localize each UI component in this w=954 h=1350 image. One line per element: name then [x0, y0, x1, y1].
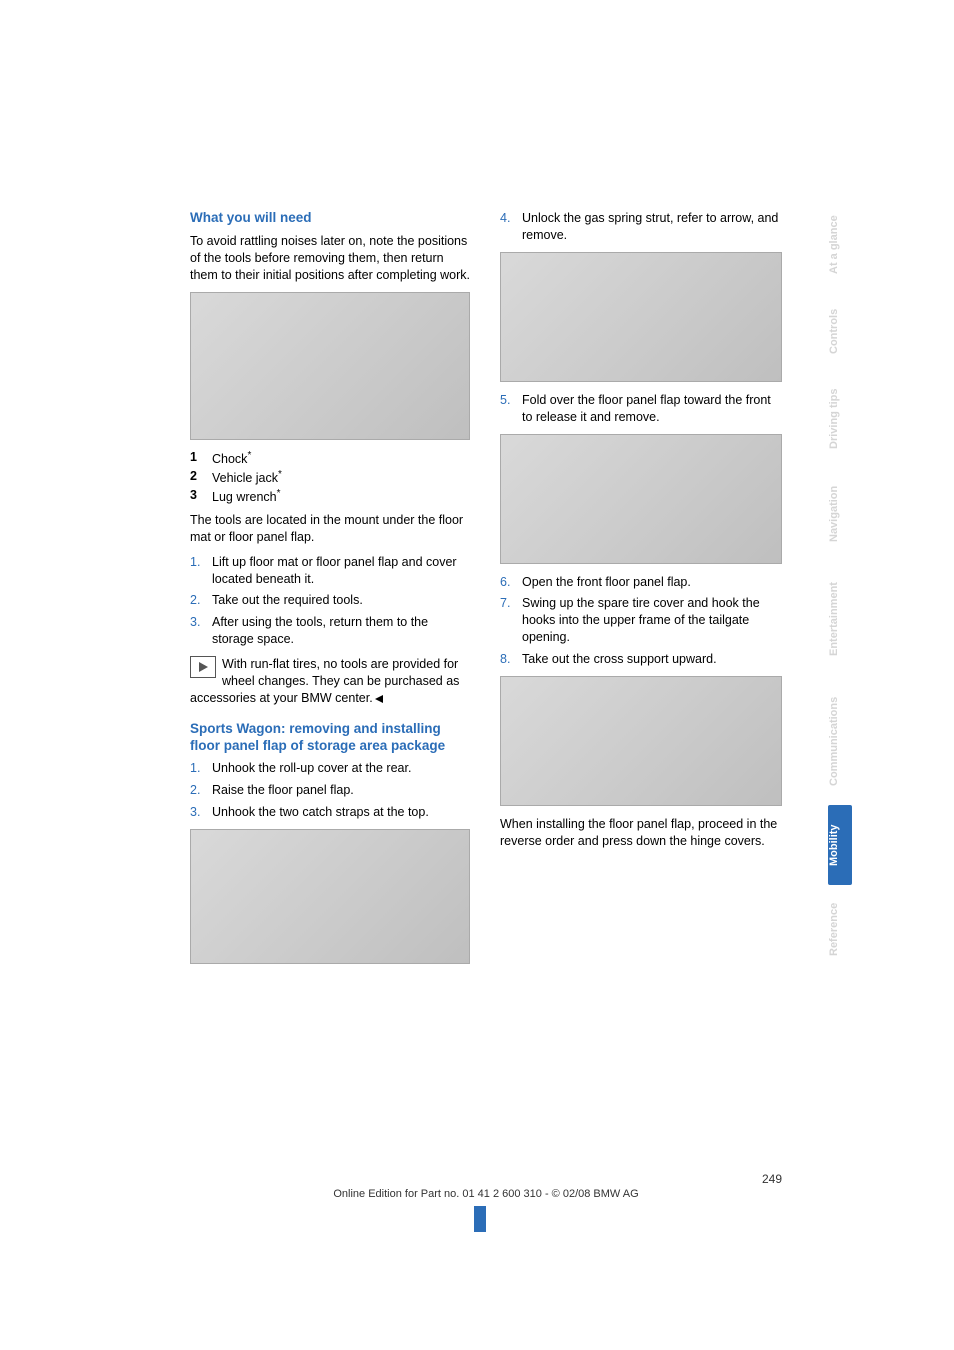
trunk-straps-image — [190, 829, 470, 964]
step-text: Take out the cross support upward. — [522, 651, 782, 668]
list-item: 2. Take out the required tools. — [190, 592, 470, 609]
legend-label: Lug wrench* — [212, 488, 470, 504]
right-column: 4. Unlock the gas spring strut, refer to… — [500, 210, 782, 974]
list-item: 3. After using the tools, return them to… — [190, 614, 470, 648]
intro-paragraph: To avoid rattling noises later on, note … — [190, 233, 470, 284]
list-item: 7. Swing up the spare tire cover and hoo… — [500, 595, 782, 646]
step-number: 3. — [190, 804, 212, 821]
step-number: 1. — [190, 760, 212, 777]
step-text: Unhook the roll-up cover at the rear. — [212, 760, 470, 777]
asterisk-icon: * — [278, 469, 282, 480]
steps-list-right: 5. Fold over the floor panel flap toward… — [500, 392, 782, 426]
step-text: Raise the floor panel flap. — [212, 782, 470, 799]
step-text: Fold over the floor panel flap toward th… — [522, 392, 782, 426]
step-text: Take out the required tools. — [212, 592, 470, 609]
note-runflat: With run-flat tires, no tools are provid… — [190, 656, 470, 707]
step-text: After using the tools, return them to th… — [212, 614, 470, 648]
left-column: What you will need To avoid rattling noi… — [190, 210, 470, 974]
content-columns: What you will need To avoid rattling noi… — [190, 210, 914, 974]
triangle-icon — [199, 662, 208, 672]
list-item: 8. Take out the cross support upward. — [500, 651, 782, 668]
note-icon — [190, 656, 216, 678]
section-tabs: At a glance Controls Driving tips Naviga… — [828, 200, 852, 973]
list-item: 1. Lift up floor mat or floor panel flap… — [190, 554, 470, 588]
footer-accent-bar — [474, 1206, 486, 1232]
heading-what-you-will-need: What you will need — [190, 210, 470, 227]
step-text: Open the front floor panel flap. — [522, 574, 782, 591]
legend-row: 2 Vehicle jack* — [190, 469, 470, 485]
legend-label: Vehicle jack* — [212, 469, 470, 485]
step-number: 3. — [190, 614, 212, 648]
step-number: 2. — [190, 592, 212, 609]
step-number: 7. — [500, 595, 522, 646]
legend-text: Chock — [212, 452, 247, 466]
tools-location-text: The tools are located in the mount under… — [190, 512, 470, 546]
page-number: 249 — [190, 1172, 782, 1186]
step-number: 1. — [190, 554, 212, 588]
legend-label: Chock* — [212, 450, 470, 466]
steps-list-1: 1. Lift up floor mat or floor panel flap… — [190, 554, 470, 648]
legend-text: Vehicle jack — [212, 471, 278, 485]
steps-list-2: 1. Unhook the roll-up cover at the rear.… — [190, 760, 470, 821]
footer-edition-line: Online Edition for Part no. 01 41 2 600 … — [333, 1188, 638, 1200]
page-footer: 249 Online Edition for Part no. 01 41 2 … — [190, 1172, 782, 1200]
list-item: 5. Fold over the floor panel flap toward… — [500, 392, 782, 426]
tab-mobility[interactable]: Mobility — [828, 805, 852, 885]
end-mark-icon — [375, 695, 383, 703]
steps-list-right: 6. Open the front floor panel flap. 7. S… — [500, 574, 782, 668]
list-item: 3. Unhook the two catch straps at the to… — [190, 804, 470, 821]
tab-navigation[interactable]: Navigation — [828, 466, 852, 562]
legend-row: 1 Chock* — [190, 450, 470, 466]
steps-list-right: 4. Unlock the gas spring strut, refer to… — [500, 210, 782, 244]
tab-at-a-glance[interactable]: At a glance — [828, 200, 852, 290]
gas-spring-strut-image — [500, 252, 782, 382]
tab-controls[interactable]: Controls — [828, 290, 852, 372]
tab-communications[interactable]: Communications — [828, 677, 852, 805]
list-item: 2. Raise the floor panel flap. — [190, 782, 470, 799]
legend-num: 2 — [190, 469, 212, 485]
step-text: Unhook the two catch straps at the top. — [212, 804, 470, 821]
tab-driving-tips[interactable]: Driving tips — [828, 372, 852, 466]
step-number: 5. — [500, 392, 522, 426]
list-item: 4. Unlock the gas spring strut, refer to… — [500, 210, 782, 244]
step-number: 2. — [190, 782, 212, 799]
page: What you will need To avoid rattling noi… — [0, 0, 954, 1350]
asterisk-icon: * — [277, 488, 281, 499]
step-text: Swing up the spare tire cover and hook t… — [522, 595, 782, 646]
list-item: 6. Open the front floor panel flap. — [500, 574, 782, 591]
tab-entertainment[interactable]: Entertainment — [828, 562, 852, 677]
step-number: 4. — [500, 210, 522, 244]
heading-sports-wagon: Sports Wagon: removing and installing fl… — [190, 721, 470, 755]
tools-diagram-image — [190, 292, 470, 440]
tools-legend: 1 Chock* 2 Vehicle jack* 3 Lug wrench* — [190, 450, 470, 504]
step-number: 8. — [500, 651, 522, 668]
list-item: 1. Unhook the roll-up cover at the rear. — [190, 760, 470, 777]
step-text: Unlock the gas spring strut, refer to ar… — [522, 210, 782, 244]
step-text: Lift up floor mat or floor panel flap an… — [212, 554, 470, 588]
asterisk-icon: * — [247, 450, 251, 461]
legend-text: Lug wrench — [212, 490, 277, 504]
note-text: With run-flat tires, no tools are provid… — [190, 657, 459, 705]
closing-paragraph: When installing the floor panel flap, pr… — [500, 816, 782, 850]
legend-num: 3 — [190, 488, 212, 504]
floor-panel-flap-image — [500, 434, 782, 564]
cross-support-image — [500, 676, 782, 806]
legend-row: 3 Lug wrench* — [190, 488, 470, 504]
tab-reference[interactable]: Reference — [828, 885, 852, 973]
step-number: 6. — [500, 574, 522, 591]
legend-num: 1 — [190, 450, 212, 466]
